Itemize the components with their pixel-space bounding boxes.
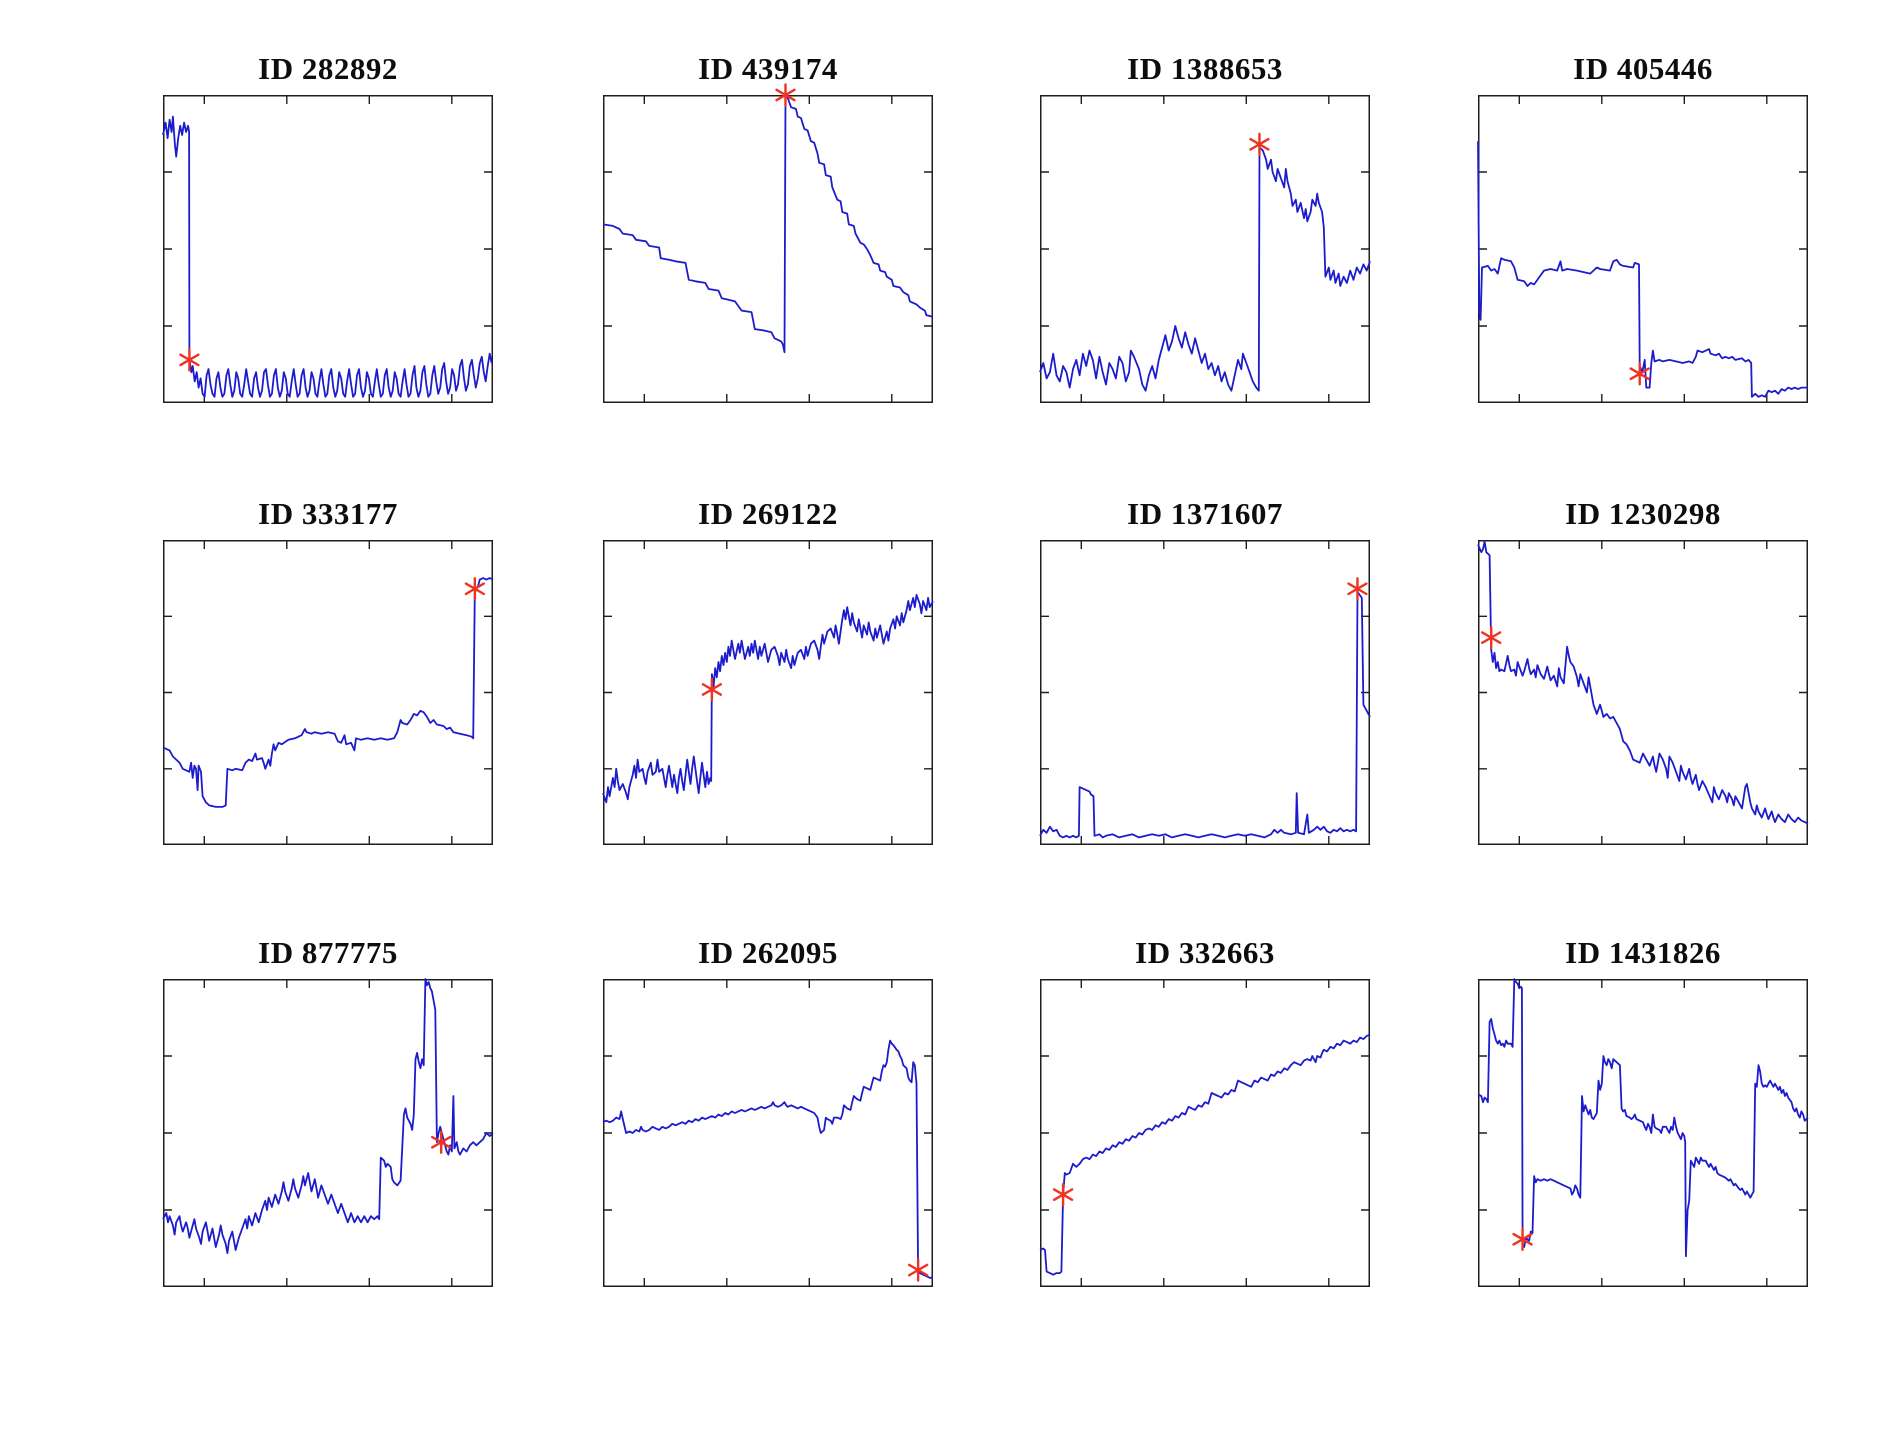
subplot-id-332663: ID 332663	[1039, 932, 1371, 1287]
axis-ticks	[1041, 980, 1369, 1286]
anomaly-marker-icon	[179, 348, 200, 372]
subplot-id-877775: ID 877775	[162, 932, 494, 1287]
axis-box	[163, 540, 493, 845]
subplot-id-405446: ID 405446	[1477, 48, 1808, 403]
subplot-canvas	[1039, 979, 1371, 1287]
anomaly-marker-icon	[1052, 1182, 1074, 1207]
series-line	[1039, 146, 1371, 392]
series-line	[1477, 141, 1808, 398]
axis-ticks	[1041, 541, 1369, 844]
subplot-canvas	[602, 540, 934, 845]
subplot-id-1230298: ID 1230298	[1477, 493, 1809, 845]
series-line	[602, 94, 934, 354]
subplot-title: ID 332663	[1135, 935, 1275, 970]
anomaly-marker-icon	[430, 1130, 452, 1154]
axis-ticks	[164, 541, 492, 844]
series-line	[1039, 591, 1371, 839]
axis-box	[1478, 540, 1808, 845]
axis-box	[603, 95, 933, 403]
subplot-id-1388653: ID 1388653	[1039, 48, 1371, 403]
subplot-title: ID 1431826	[1565, 935, 1721, 970]
axis-box	[1478, 95, 1808, 403]
subplot-title: ID 877775	[258, 935, 398, 970]
subplot-id-269122: ID 269122	[602, 493, 934, 845]
subplot-canvas	[602, 83, 934, 403]
subplot-canvas	[1039, 540, 1371, 845]
axis-box	[1040, 95, 1370, 403]
subplot-title: ID 333177	[258, 496, 398, 531]
subplot-id-333177: ID 333177	[162, 493, 494, 845]
subplot-id-262095: ID 262095	[602, 932, 933, 1287]
axis-box	[603, 540, 933, 845]
series-line	[602, 594, 934, 804]
subplot-canvas	[1477, 540, 1809, 845]
subplot-canvas	[1039, 95, 1371, 403]
axis-ticks	[1041, 96, 1369, 402]
subplot-title: ID 269122	[698, 496, 838, 531]
subplot-id-439174: ID 439174	[602, 48, 934, 403]
subplot-id-1431826: ID 1431826	[1477, 932, 1809, 1287]
anomaly-marker-icon	[1629, 362, 1650, 386]
anomaly-marker-icon	[1512, 1227, 1533, 1251]
axis-ticks	[1479, 541, 1807, 844]
axis-ticks	[604, 980, 932, 1286]
anomaly-marker-icon	[1347, 577, 1368, 601]
anomaly-marker-icon	[464, 577, 486, 601]
subplot-title: ID 262095	[698, 935, 838, 970]
axis-ticks	[1479, 980, 1807, 1286]
subplot-title: ID 1230298	[1565, 496, 1721, 531]
axis-ticks	[1479, 96, 1807, 402]
subplot-title: ID 439174	[698, 51, 838, 86]
anomaly-marker-icon	[1249, 132, 1270, 156]
series-line	[1477, 540, 1809, 825]
subplot-title: ID 405446	[1573, 51, 1713, 86]
axis-box	[1478, 979, 1808, 1287]
subplot-canvas	[162, 978, 494, 1287]
anomaly-marker-icon	[907, 1258, 929, 1282]
series-line	[1477, 978, 1809, 1258]
subplot-id-282892: ID 282892	[162, 48, 493, 403]
axis-box	[163, 95, 493, 403]
anomaly-marker-icon	[775, 83, 796, 107]
axis-box	[1040, 540, 1370, 845]
subplot-canvas	[602, 979, 933, 1287]
subplot-canvas	[162, 540, 494, 845]
axis-ticks	[164, 96, 492, 402]
subplot-title: ID 1388653	[1127, 51, 1283, 86]
anomaly-marker-icon	[701, 677, 723, 702]
subplot-id-1371607: ID 1371607	[1039, 493, 1371, 845]
anomaly-marker-icon	[1481, 625, 1502, 650]
axis-ticks	[604, 96, 932, 402]
series-line	[162, 577, 494, 808]
series-line	[1039, 1033, 1371, 1276]
series-line	[162, 115, 493, 398]
axis-box	[603, 979, 933, 1287]
subplot-canvas	[162, 95, 493, 403]
axis-box	[163, 979, 493, 1287]
subplot-canvas	[1477, 978, 1809, 1287]
series-line	[602, 1039, 933, 1279]
axis-box	[1040, 979, 1370, 1287]
series-line	[162, 978, 494, 1255]
subplot-title: ID 282892	[258, 51, 398, 86]
axis-ticks	[164, 980, 492, 1286]
subplot-title: ID 1371607	[1127, 496, 1283, 531]
subplot-canvas	[1477, 95, 1808, 403]
axis-ticks	[604, 541, 932, 844]
